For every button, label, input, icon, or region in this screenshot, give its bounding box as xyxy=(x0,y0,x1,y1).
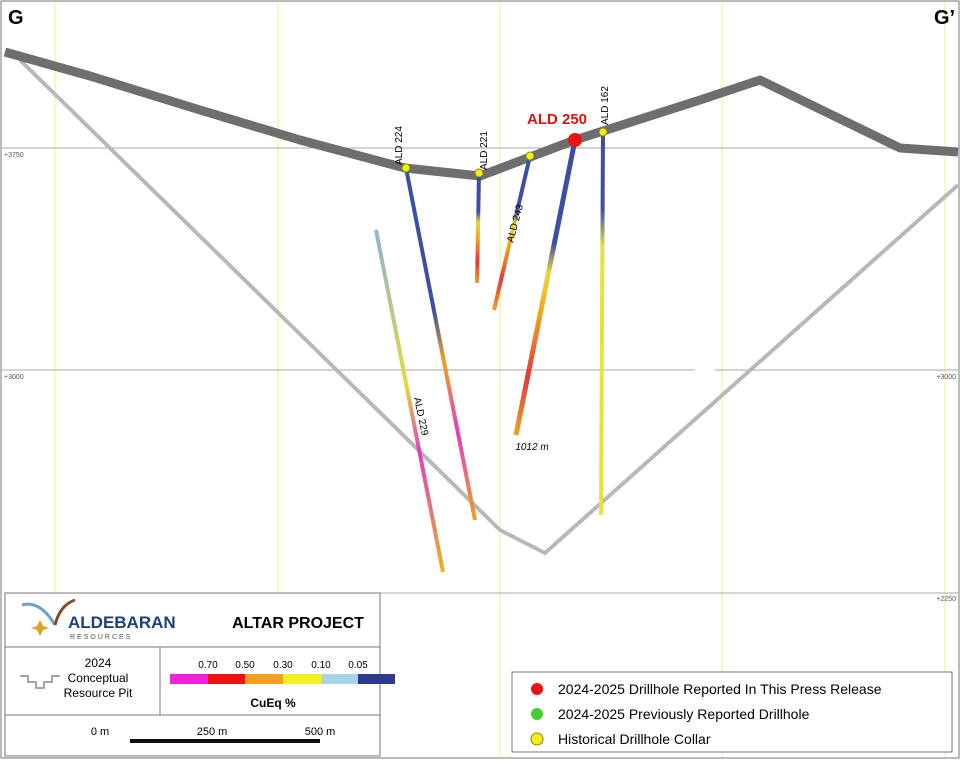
grid-horizontal xyxy=(2,147,958,594)
collars xyxy=(401,127,608,178)
project: ALTAR PROJECT xyxy=(232,615,364,632)
legend-item: 2024-2025 Drillhole Reported In This Pre… xyxy=(558,681,882,697)
hole-label: ALD 224 xyxy=(394,126,405,165)
grade-threshold: 0.70 xyxy=(198,660,218,671)
legend-item: 2024-2025 Previously Reported Drillhole xyxy=(558,706,810,722)
hole-depth: 1012 m xyxy=(515,442,548,453)
pit-label: Conceptual xyxy=(68,671,129,685)
grade-threshold: 0.05 xyxy=(348,660,368,671)
elevation: +3000 xyxy=(936,374,956,381)
legend: 2024-2025 Drillhole Reported In This Pre… xyxy=(511,671,953,753)
pit-outline xyxy=(18,58,960,556)
hole-label-highlight: ALD 250 xyxy=(527,111,587,128)
legend-item: Historical Drillhole Collar xyxy=(558,731,711,747)
grade-threshold: 0.50 xyxy=(235,660,255,671)
pit-label: 2024 xyxy=(85,656,112,670)
scale-label: 0 m xyxy=(91,726,109,738)
elevation: +3750 xyxy=(4,152,24,159)
collar-highlight xyxy=(568,133,582,147)
pit-label: Resource Pit xyxy=(64,686,133,700)
title-block: ALDEBARAN RESOURCES ALTAR PROJECT 2024 C… xyxy=(4,592,395,757)
grade-threshold: 0.10 xyxy=(311,660,331,671)
grade-threshold: 0.30 xyxy=(273,660,293,671)
scale-label: 250 m xyxy=(197,726,228,738)
company: ALDEBARAN xyxy=(68,613,176,632)
section-left: G xyxy=(8,7,24,29)
grade-title: CuEq % xyxy=(250,696,296,710)
scale-label: 500 m xyxy=(305,726,336,738)
hole-label: ALD 221 xyxy=(479,131,490,170)
hole-label: ALD 162 xyxy=(600,86,611,125)
drillholes xyxy=(374,131,605,573)
elevation: +2250 xyxy=(936,596,956,603)
company-sub: RESOURCES xyxy=(70,634,132,641)
section-right: G’ xyxy=(934,7,955,29)
elevation: +3000 xyxy=(4,374,24,381)
